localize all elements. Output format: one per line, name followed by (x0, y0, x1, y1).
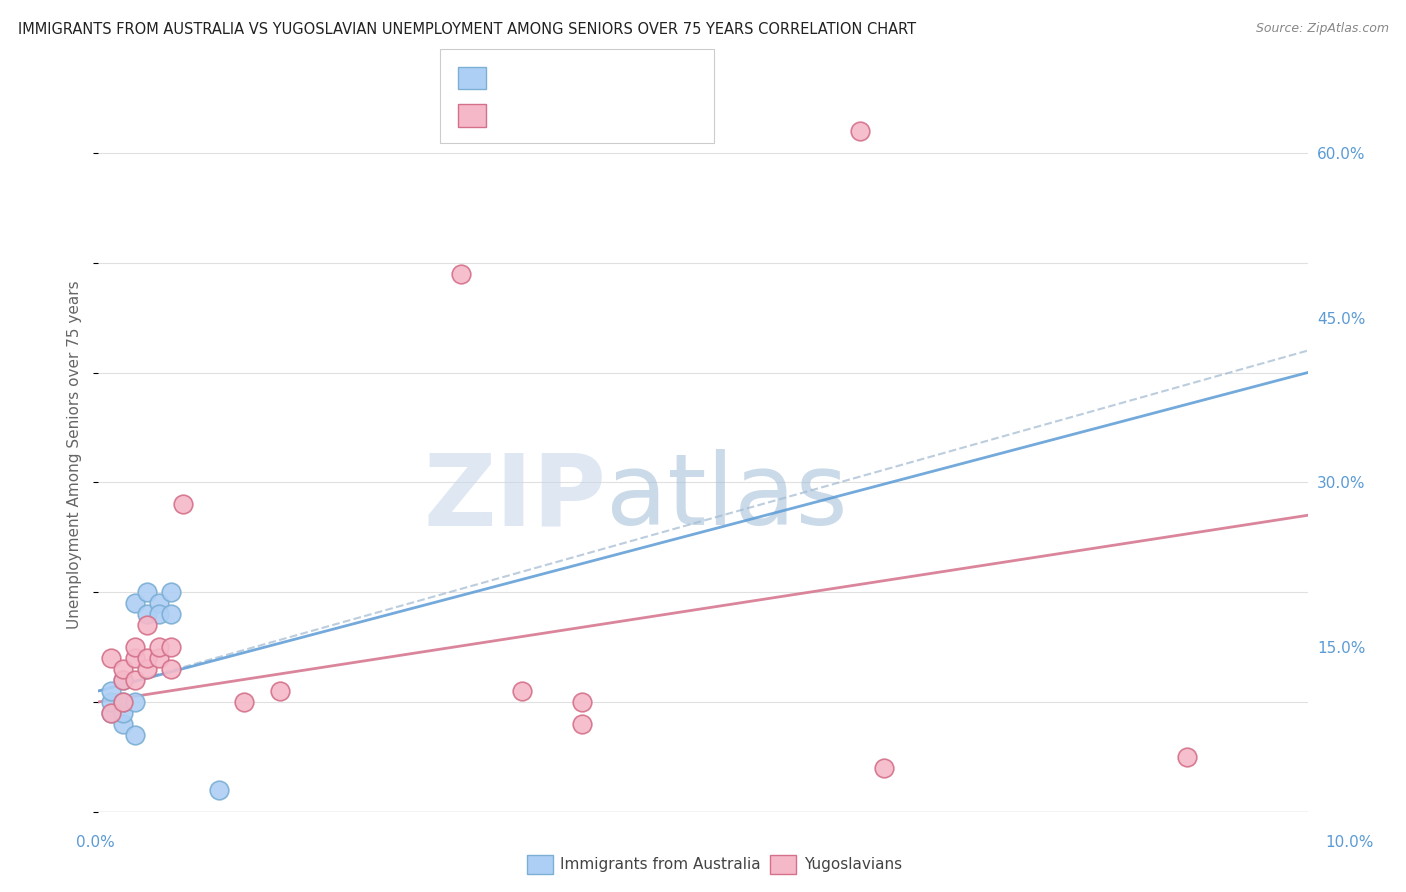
Point (148, 651, 170, 665)
Text: Immigrants from Australia: Immigrants from Australia (560, 857, 761, 871)
Point (148, 596, 170, 610)
Text: 0.0%: 0.0% (76, 836, 115, 850)
Point (124, 673, 146, 687)
Point (111, 695, 134, 709)
Point (208, 782, 231, 797)
Point (100, 651, 122, 665)
Point (269, 684, 291, 698)
Point (135, 651, 157, 665)
Point (111, 662, 134, 676)
Point (571, 717, 593, 731)
Point (111, 717, 134, 731)
Point (148, 640, 170, 654)
Point (100, 695, 122, 709)
Point (160, 585, 183, 599)
Point (111, 706, 134, 720)
Point (160, 662, 183, 676)
Point (100, 706, 122, 720)
Point (172, 497, 194, 511)
Point (100, 684, 122, 698)
Point (450, 267, 472, 281)
Point (100, 706, 122, 720)
Point (111, 673, 134, 687)
Point (232, 695, 254, 709)
Point (135, 662, 157, 676)
Text: Yugoslavians: Yugoslavians (804, 857, 903, 871)
Text: atlas: atlas (606, 450, 848, 546)
Point (571, 695, 593, 709)
Text: R = 0.295: R = 0.295 (494, 70, 567, 86)
Point (124, 728, 146, 742)
Text: 10.0%: 10.0% (1326, 836, 1374, 850)
Point (124, 640, 146, 654)
Point (124, 695, 146, 709)
Y-axis label: Unemployment Among Seniors over 75 years: Unemployment Among Seniors over 75 years (67, 281, 83, 629)
Point (873, 761, 896, 775)
Point (124, 596, 146, 610)
Text: ZIP: ZIP (423, 450, 606, 546)
Point (135, 607, 157, 621)
Point (1175, 749, 1198, 764)
Point (849, 124, 872, 138)
Text: N = 17: N = 17 (585, 70, 636, 86)
Point (148, 607, 170, 621)
Point (160, 607, 183, 621)
Point (135, 618, 157, 632)
Text: Source: ZipAtlas.com: Source: ZipAtlas.com (1256, 22, 1389, 36)
Point (111, 695, 134, 709)
Text: R = 0.223: R = 0.223 (494, 108, 567, 122)
Point (135, 585, 157, 599)
Text: N = 23: N = 23 (585, 108, 636, 122)
Text: IMMIGRANTS FROM AUSTRALIA VS YUGOSLAVIAN UNEMPLOYMENT AMONG SENIORS OVER 75 YEAR: IMMIGRANTS FROM AUSTRALIA VS YUGOSLAVIAN… (18, 22, 917, 37)
Point (124, 651, 146, 665)
Point (111, 673, 134, 687)
Point (510, 684, 533, 698)
Point (160, 640, 183, 654)
